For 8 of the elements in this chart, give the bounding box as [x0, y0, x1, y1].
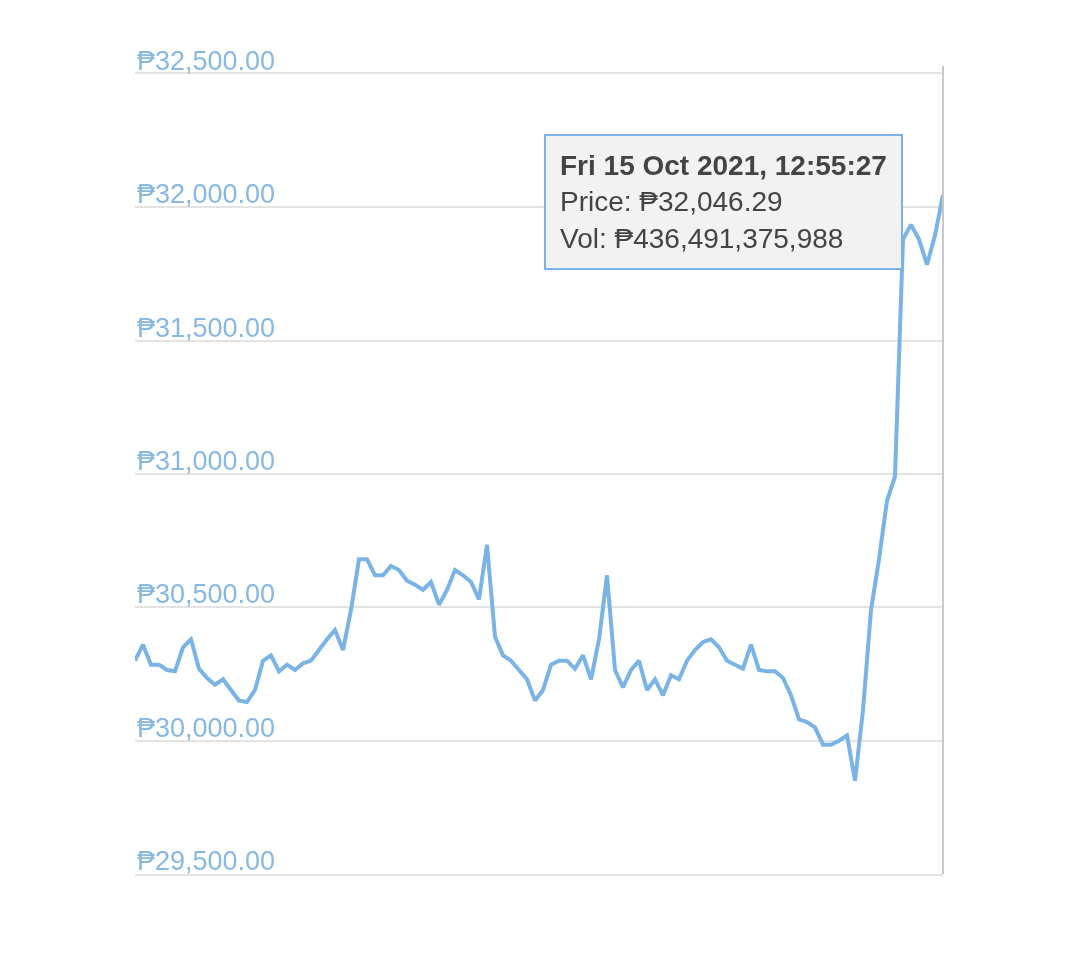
y-tick-label: ₱30,500.00 — [137, 579, 276, 609]
y-tick-label: ₱30,000.00 — [137, 713, 276, 743]
y-tick-label: ₱29,500.00 — [137, 846, 276, 876]
y-tick-label: ₱32,000.00 — [137, 179, 276, 209]
annotation: Fri 15 Oct 2021, 12:55:27 Price: ₱32,046.29 Vol: ₱436,491,375,988 — [560, 150, 887, 254]
y-tick-label: ₱31,000.00 — [137, 446, 276, 476]
y-tick-label: ₱32,500.00 — [137, 46, 276, 76]
y-tick-label: ₱31,500.00 — [137, 313, 276, 343]
